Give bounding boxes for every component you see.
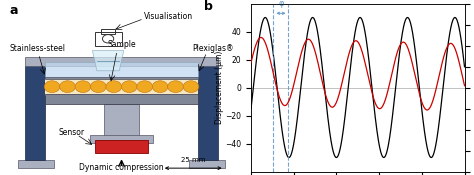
FancyBboxPatch shape — [18, 160, 55, 168]
FancyBboxPatch shape — [189, 160, 225, 168]
Text: Dynamic compression: Dynamic compression — [79, 163, 164, 172]
Text: b: b — [204, 0, 213, 13]
Text: Stainless-steel: Stainless-steel — [9, 44, 65, 53]
Text: Sample: Sample — [107, 40, 136, 49]
Circle shape — [60, 81, 75, 93]
FancyBboxPatch shape — [25, 57, 218, 66]
FancyBboxPatch shape — [46, 79, 198, 96]
Circle shape — [168, 81, 183, 93]
Text: 25 mm: 25 mm — [181, 157, 206, 163]
Circle shape — [137, 81, 153, 93]
Text: a: a — [9, 4, 18, 16]
FancyBboxPatch shape — [25, 66, 46, 160]
FancyBboxPatch shape — [46, 77, 198, 79]
Circle shape — [183, 81, 199, 93]
FancyBboxPatch shape — [46, 94, 198, 104]
Text: Visualisation: Visualisation — [144, 12, 193, 22]
Circle shape — [91, 81, 106, 93]
FancyBboxPatch shape — [46, 62, 198, 79]
Text: φ: φ — [278, 0, 284, 8]
Text: Plexiglas®: Plexiglas® — [192, 44, 234, 53]
Circle shape — [152, 81, 168, 93]
Text: Sensor: Sensor — [59, 128, 85, 137]
FancyBboxPatch shape — [95, 140, 148, 153]
Circle shape — [106, 81, 122, 93]
FancyBboxPatch shape — [90, 135, 153, 143]
FancyBboxPatch shape — [46, 86, 198, 96]
Y-axis label: Displacement (μm): Displacement (μm) — [215, 51, 224, 124]
Circle shape — [44, 81, 60, 93]
Circle shape — [121, 81, 137, 93]
Circle shape — [75, 81, 91, 93]
Polygon shape — [92, 51, 124, 71]
FancyBboxPatch shape — [104, 104, 139, 138]
FancyBboxPatch shape — [198, 66, 218, 160]
